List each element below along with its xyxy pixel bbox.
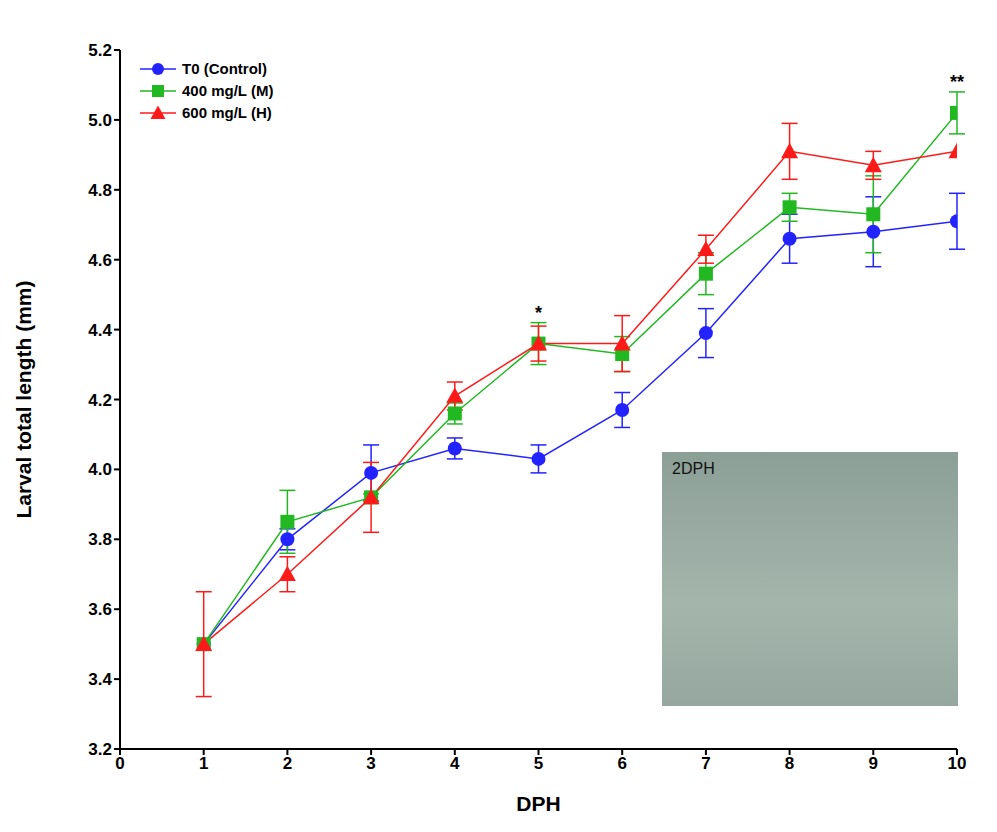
- svg-text:3.4: 3.4: [88, 670, 112, 689]
- svg-text:9: 9: [869, 754, 878, 773]
- svg-text:4.2: 4.2: [88, 391, 112, 410]
- html-text:600 mg/L (H): 600 mg/L (H): [182, 104, 272, 121]
- svg-text:4.8: 4.8: [88, 181, 112, 200]
- svg-text:1: 1: [199, 754, 208, 773]
- html-text:T0 (Control): T0 (Control): [182, 60, 267, 77]
- svg-text:7: 7: [701, 754, 710, 773]
- svg-text:2: 2: [283, 754, 292, 773]
- svg-text:4.6: 4.6: [88, 251, 112, 270]
- svg-text:5: 5: [534, 754, 543, 773]
- svg-text:DPH: DPH: [516, 792, 560, 815]
- svg-text:6: 6: [617, 754, 626, 773]
- svg-text:4: 4: [450, 754, 460, 773]
- svg-text:8: 8: [785, 754, 794, 773]
- svg-text:4.4: 4.4: [88, 321, 112, 340]
- svg-text:5.2: 5.2: [88, 41, 112, 60]
- svg-text:5.0: 5.0: [88, 111, 112, 130]
- svg-text:3: 3: [366, 754, 375, 773]
- svg-text:*: *: [535, 303, 542, 323]
- svg-text:4.0: 4.0: [88, 460, 112, 479]
- svg-text:3.8: 3.8: [88, 530, 112, 549]
- svg-text:10: 10: [948, 754, 967, 773]
- svg-text:3.6: 3.6: [88, 600, 112, 619]
- html-text:2DPH: 2DPH: [672, 460, 715, 477]
- html-text:400 mg/L (M): 400 mg/L (M): [182, 82, 274, 99]
- svg-text:0: 0: [115, 754, 124, 773]
- svg-text:3.2: 3.2: [88, 740, 112, 759]
- svg-text:Larval total length (mm): Larval total length (mm): [12, 280, 35, 518]
- svg-text:**: **: [950, 72, 964, 92]
